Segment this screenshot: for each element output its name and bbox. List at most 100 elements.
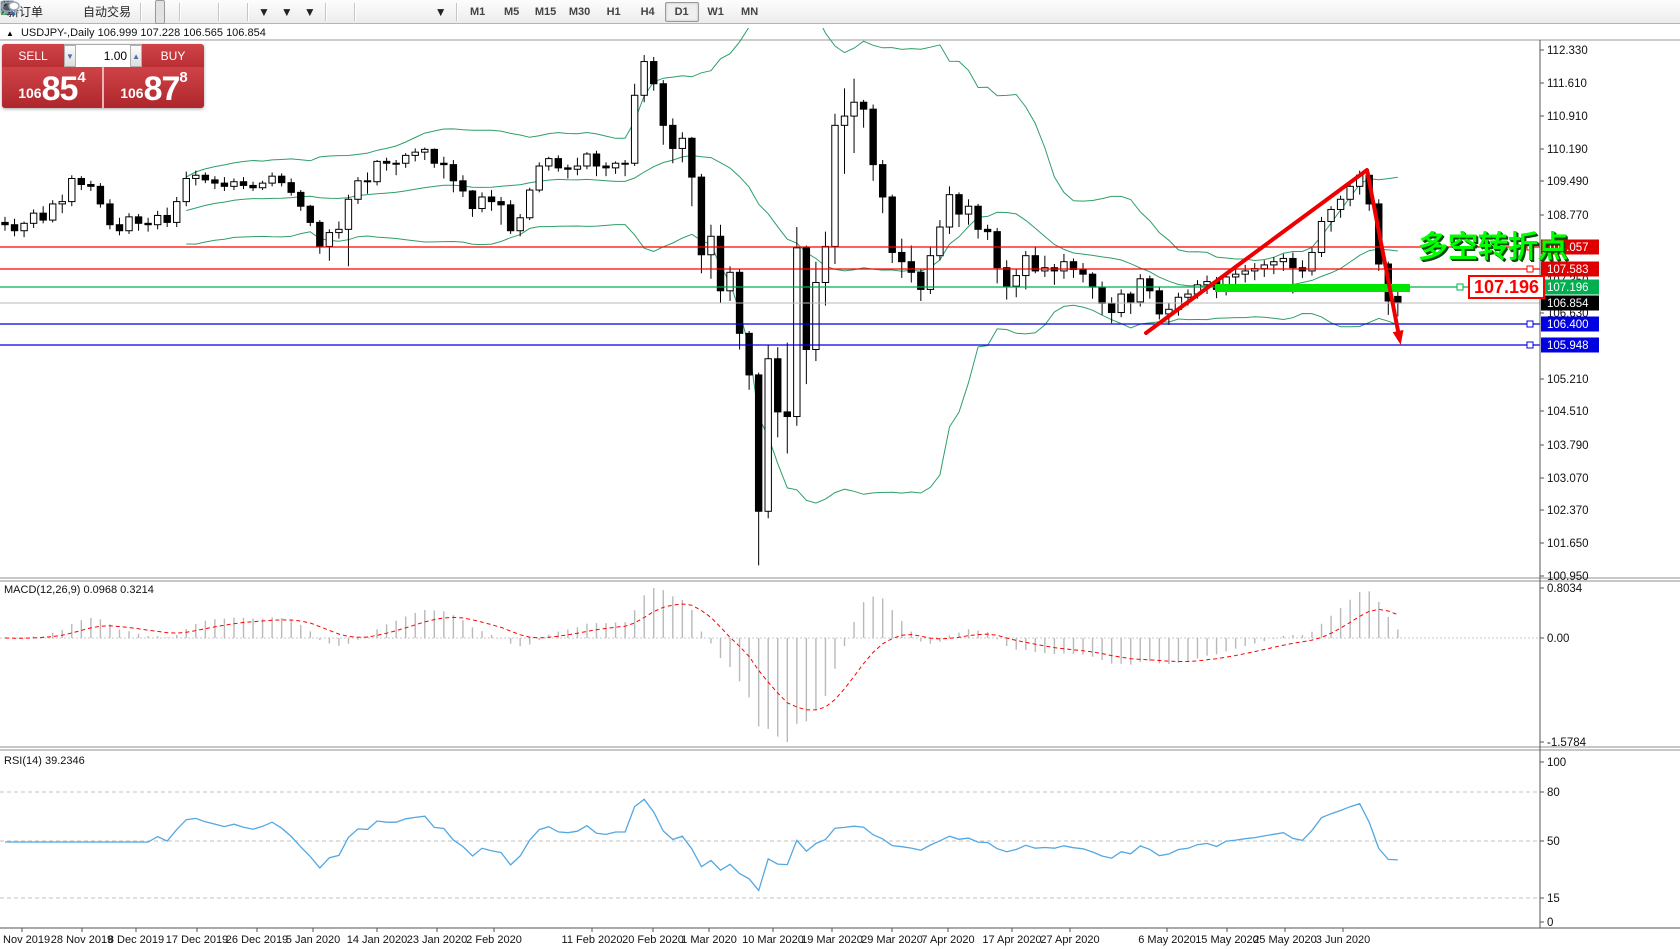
dropdown-caret-icon: ▼ [258, 4, 270, 19]
price-tag-annotation[interactable]: 107.196 [1468, 275, 1545, 299]
auto-trading-button[interactable]: 自动交易 [0, 0, 136, 24]
bar-chart-button[interactable] [2, 0, 155, 24]
arrows-button[interactable]: ▼ [2, 0, 452, 24]
periods-button[interactable] [1, 0, 243, 24]
horizontal-line-object[interactable] [0, 265, 1540, 273]
svg-text:20 Feb 2020: 20 Feb 2020 [622, 934, 684, 946]
toolbar-separator [247, 2, 249, 21]
svg-text:110.190: 110.190 [1547, 144, 1588, 156]
horizontal-line-object[interactable] [0, 320, 1540, 328]
volume-up-button[interactable]: ▲ [130, 45, 142, 67]
collapse-ohlc-icon[interactable]: ▲ [6, 29, 14, 38]
svg-text:107.583: 107.583 [1547, 264, 1589, 276]
svg-text:80: 80 [1547, 787, 1560, 799]
crosshair-button[interactable] [1, 0, 350, 24]
svg-text:15 May 2020: 15 May 2020 [1195, 934, 1259, 946]
search-button[interactable] [1, 0, 1662, 24]
indicators-button[interactable] [1, 0, 233, 24]
candlestick-chart-button[interactable] [1, 0, 166, 24]
text-button[interactable]: A [3, 0, 419, 24]
chart-symbol-period: USDJPY-,Daily [20, 27, 95, 39]
svg-text:10 Mar 2020: 10 Mar 2020 [742, 934, 804, 946]
line-chart-button[interactable] [0, 0, 175, 24]
timeframe-h4-button[interactable]: H4 [640, 5, 655, 18]
signals-button[interactable] [1, 0, 78, 24]
volume-input[interactable] [75, 45, 131, 67]
svg-text:101.650: 101.650 [1547, 538, 1589, 550]
svg-text:8 Dec 2019: 8 Dec 2019 [108, 934, 164, 946]
buy-price-big: 87 [143, 70, 181, 108]
svg-text:105.948: 105.948 [1547, 340, 1589, 352]
chart-objects-button[interactable]: ▼ [0, 0, 321, 24]
timeframe-m1-button[interactable]: M1 [469, 5, 486, 18]
price-axis: 112.330 111.610 110.910 110.190 109.490 108.7… [1539, 40, 1589, 929]
svg-text:50: 50 [1547, 836, 1560, 848]
dropdown-caret-icon: ▼ [434, 4, 447, 19]
svg-text:15: 15 [1547, 893, 1560, 905]
svg-text:110.910: 110.910 [1547, 111, 1588, 123]
toolbar-separator [179, 2, 181, 21]
svg-text:1 Mar 2020: 1 Mar 2020 [681, 934, 737, 946]
svg-text:26 Dec 2019: 26 Dec 2019 [226, 934, 288, 946]
pivot-point-annotation[interactable]: 多空转折点 [1418, 231, 1568, 264]
cursor-button[interactable] [4, 0, 340, 24]
trendline-up-object[interactable] [1144, 168, 1369, 335]
svg-text:28 Nov 2019: 28 Nov 2019 [51, 934, 113, 946]
profile-button[interactable] [1, 0, 68, 24]
svg-text:108.770: 108.770 [1547, 210, 1589, 222]
toolbar-separator [455, 2, 457, 21]
svg-text:109.490: 109.490 [1547, 176, 1589, 188]
timeframe-m5-button[interactable]: M5 [503, 5, 520, 18]
volume-down-button[interactable]: ▼ [64, 45, 76, 67]
rsi-label: RSI(14) 39.2346 [4, 755, 85, 767]
svg-text:103.070: 103.070 [1547, 473, 1589, 485]
trendline-down-arrow-object[interactable] [1365, 169, 1404, 345]
timeframe-mn-button[interactable]: MN [741, 5, 759, 18]
toolbar: 新订单 自动交易 [0, 0, 1680, 24]
svg-text:0.8034: 0.8034 [1547, 583, 1583, 595]
horizontal-line-object[interactable] [0, 243, 1540, 251]
zoom-out-button[interactable] [1, 0, 204, 24]
timeframe-clock-button[interactable]: ▼ [1, 0, 298, 24]
chat-button[interactable] [1, 0, 1672, 24]
horizontal-line-object[interactable] [0, 341, 1540, 349]
sell-price[interactable]: 106 85 4 [2, 67, 104, 108]
sell-button[interactable]: SELL [2, 44, 64, 67]
auto-trading-label: 自动交易 [83, 5, 132, 19]
svg-text:2 Feb 2020: 2 Feb 2020 [466, 934, 522, 946]
channel-button[interactable]: E [0, 0, 399, 24]
svg-text:100: 100 [1547, 757, 1566, 769]
chart-title: ▲ USDJPY-,Daily 106.999 107.228 106.565 … [6, 27, 266, 39]
timeframe-m15-button[interactable]: M15 [534, 5, 557, 18]
zoom-in-button[interactable] [1, 0, 194, 24]
fibonacci-button[interactable]: F [1, 0, 409, 24]
timeframe-d1-button[interactable]: D1 [664, 1, 699, 22]
trend-line-button[interactable] [1, 0, 389, 24]
timeframe-m30-button[interactable]: M30 [568, 5, 591, 18]
vertical-line-button[interactable] [7, 0, 369, 24]
mql-community-button[interactable] [0, 0, 58, 24]
svg-text:-1.5784: -1.5784 [1547, 737, 1587, 749]
svg-text:106.400: 106.400 [1547, 319, 1589, 331]
svg-text:6 May 2020: 6 May 2020 [1138, 934, 1195, 946]
text-label-button[interactable]: T [1, 0, 429, 24]
buy-price[interactable]: 106 87 8 [104, 67, 204, 108]
timeframe-h1-button[interactable]: H1 [606, 5, 621, 18]
panel-separators[interactable] [0, 577, 1680, 929]
price-badge: 106.854 [1541, 295, 1599, 311]
horizontal-line-button[interactable] [1, 0, 379, 24]
timeframe-w1-button[interactable]: W1 [707, 5, 724, 18]
templates-button[interactable]: ▼ [1, 0, 275, 24]
price-badge: 106.400 [1541, 316, 1599, 332]
svg-text:100.950: 100.950 [1547, 571, 1589, 583]
svg-text:17 Dec 2019: 17 Dec 2019 [166, 934, 228, 946]
bollinger-bands [186, 28, 1398, 504]
tile-windows-button[interactable] [1, 0, 214, 24]
sell-price-big: 85 [41, 70, 79, 108]
svg-text:T: T [5, 3, 12, 15]
buy-button[interactable]: BUY [142, 44, 204, 67]
buy-price-prefix: 106 [120, 85, 144, 101]
